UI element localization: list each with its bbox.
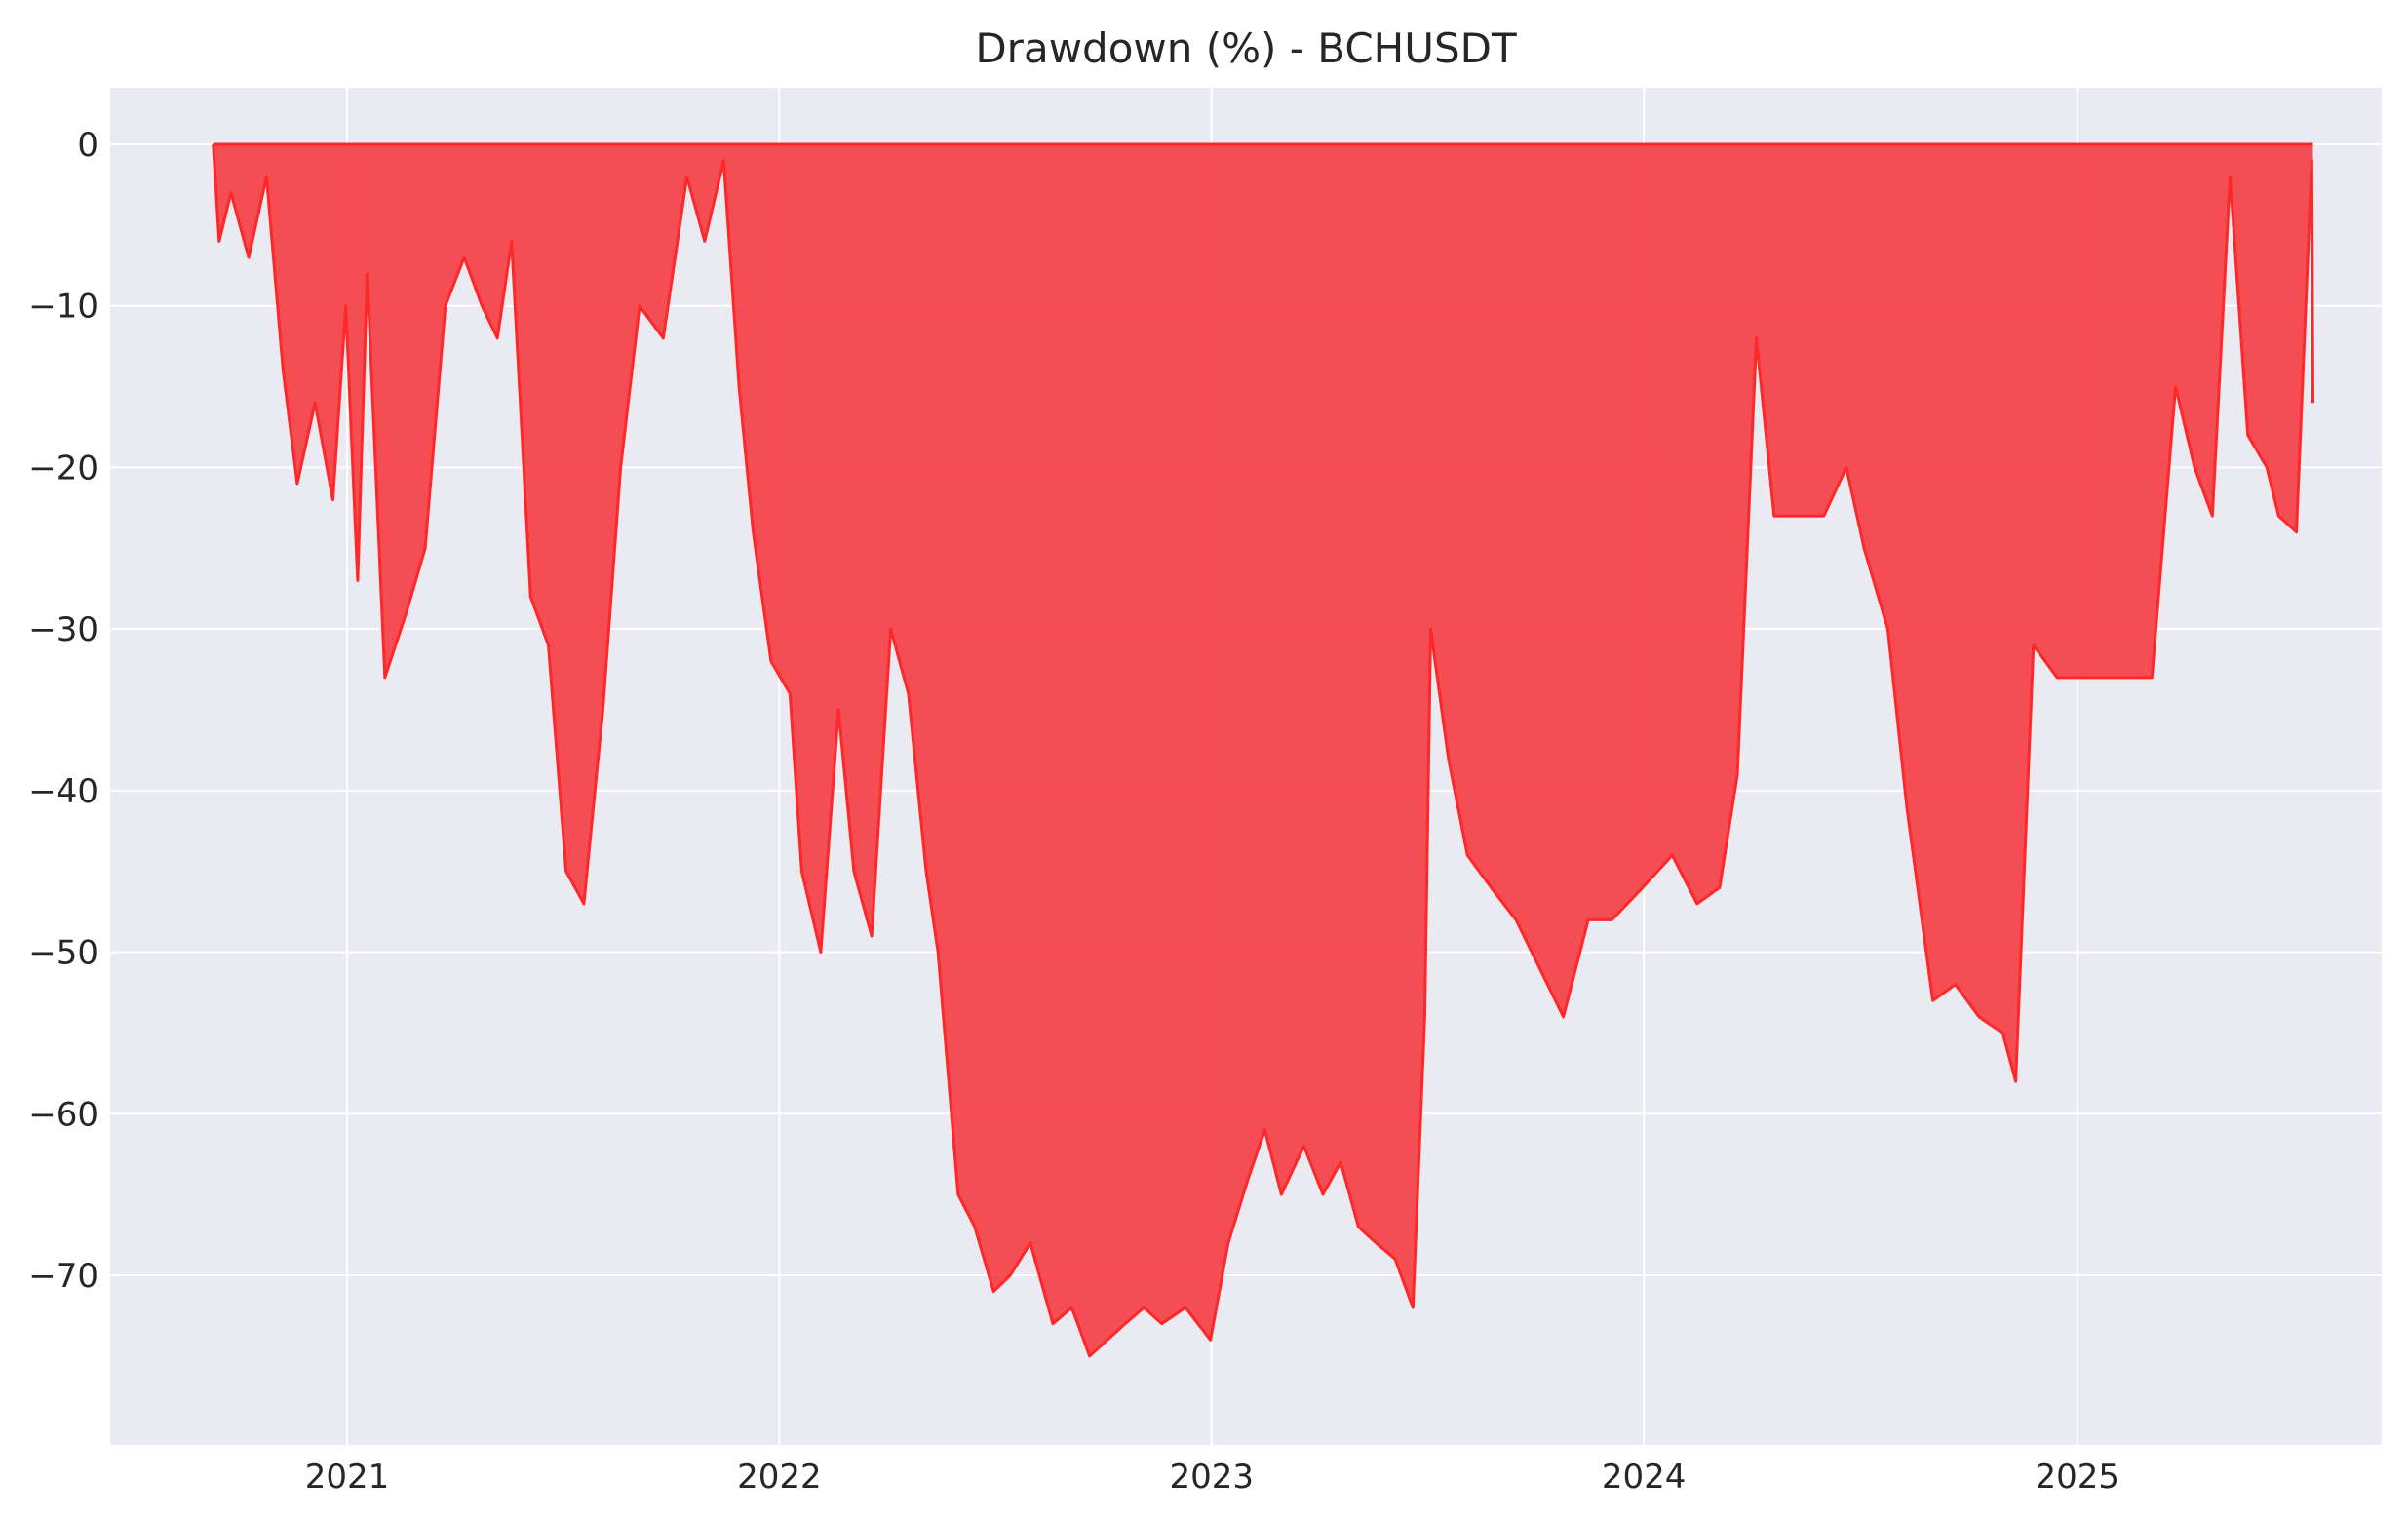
y-tick-label: 0	[77, 126, 98, 165]
y-tick-label: −40	[28, 772, 98, 811]
x-tick-label: 2024	[1602, 1458, 1687, 1497]
y-tick-label: −10	[28, 288, 98, 327]
x-tick-label: 2023	[1170, 1458, 1255, 1497]
drawdown-area	[213, 144, 2313, 1356]
y-axis-ticks: 0 −10 −20 −30 −40 −50 −60 −70	[28, 126, 98, 1296]
y-tick-label: −20	[28, 448, 98, 488]
drawdown-area-layer	[212, 142, 2314, 1358]
y-tick-label: −60	[28, 1095, 98, 1134]
x-tick-label: 2022	[737, 1458, 822, 1497]
y-tick-label: −30	[28, 610, 98, 649]
x-axis-ticks: 2021 2022 2023 2024 2025	[305, 1458, 2119, 1497]
drawdown-line	[212, 143, 2314, 1358]
x-tick-label: 2021	[305, 1458, 390, 1497]
chart-title: Drawdown (%) - BCHUSDT	[975, 24, 1517, 72]
x-tick-label: 2025	[2036, 1458, 2120, 1497]
y-tick-label: −50	[28, 934, 98, 973]
y-tick-label: −70	[28, 1257, 98, 1296]
